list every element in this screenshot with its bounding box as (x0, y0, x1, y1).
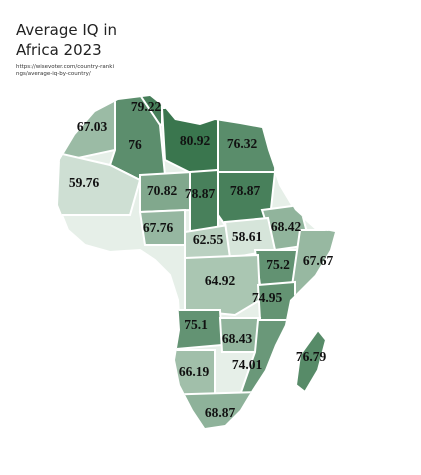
region-label: 68.43 (222, 331, 253, 346)
region-label: 75.1 (184, 317, 208, 332)
region-label: 76.32 (227, 136, 258, 151)
region-label: 67.03 (77, 119, 108, 134)
region-label: 64.92 (205, 273, 236, 288)
islands (294, 328, 328, 394)
region (58, 148, 142, 216)
region-label: 80.92 (180, 133, 211, 148)
region-label: 67.76 (143, 220, 174, 235)
region-label: 68.42 (271, 219, 302, 234)
region-label: 70.82 (147, 183, 178, 198)
source-url: https://wisevoter.com/country-rankings/a… (16, 64, 115, 77)
region-label: 68.87 (205, 405, 236, 420)
region-label: 67.67 (303, 253, 334, 268)
region-label: 66.19 (179, 364, 210, 379)
region-label: 78.87 (185, 186, 216, 201)
region-label: 75.2 (266, 257, 290, 272)
region (294, 328, 328, 394)
region-label: 74.95 (252, 290, 283, 305)
title: Average IQ in Africa 2023 (16, 21, 118, 59)
region-label: 76 (128, 137, 142, 152)
labels: 79.22 67.03 76 80.92 76.32 59.76 70.82 78.87 78.… (69, 99, 334, 420)
region-label: 78.87 (230, 183, 261, 198)
region-label: 79.22 (131, 99, 162, 114)
region-label: 58.61 (232, 229, 263, 244)
region-label: 76.79 (296, 349, 327, 364)
region-label: 74.01 (232, 357, 263, 372)
region-label: 59.76 (69, 175, 100, 190)
region (184, 253, 262, 317)
region-label: 62.55 (193, 232, 224, 247)
